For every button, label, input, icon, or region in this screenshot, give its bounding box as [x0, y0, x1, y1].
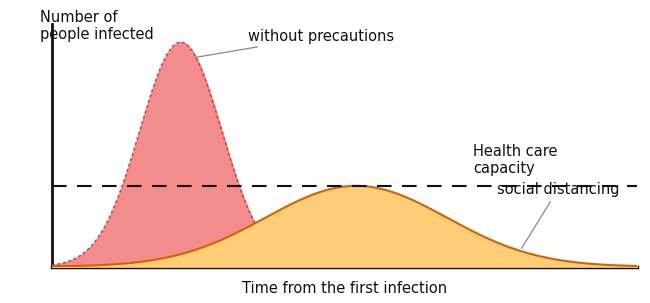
Text: Health care
capacity: Health care capacity — [473, 144, 558, 176]
Text: social distancing: social distancing — [497, 181, 619, 248]
Text: Number of
people infected: Number of people infected — [40, 10, 154, 42]
Text: without precautions: without precautions — [195, 28, 394, 58]
Text: Time from the first infection: Time from the first infection — [242, 281, 447, 296]
